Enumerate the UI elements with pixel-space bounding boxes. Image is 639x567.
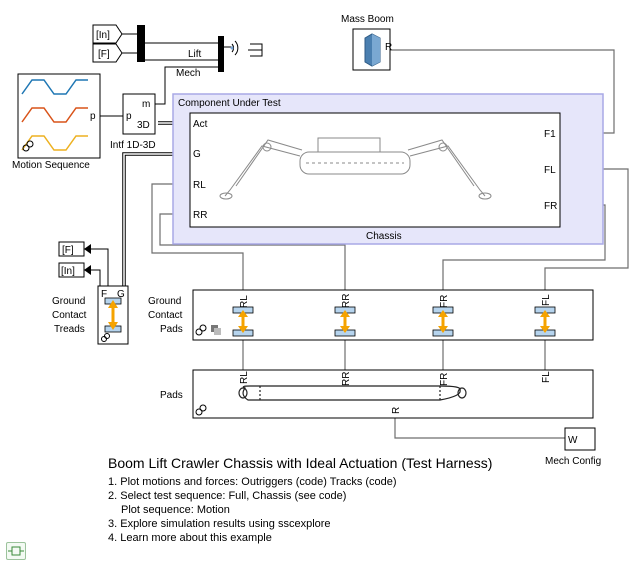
mech-config-label: Mech Config [545,456,601,467]
goto-in-left[interactable]: [In] [58,262,91,278]
pads-outline-icon [238,385,467,401]
svg-text:[F]: [F] [98,49,110,60]
svg-text:RL: RL [239,295,250,308]
svg-text:FR: FR [544,201,557,212]
motion-sequence-label: Motion Sequence [12,160,90,171]
svg-text:m: m [142,99,150,110]
svg-text:G: G [193,149,201,160]
ground-contact-treads-block[interactable]: F G [97,285,129,345]
note-item-plot[interactable]: 1. Plot motions and forces: Outriggers (… [108,476,397,488]
note-item-plot-sequence[interactable]: Plot sequence: Motion [121,504,230,516]
signal-label-lift: Lift [188,49,202,60]
chassis-label: Chassis [366,231,402,242]
mux-block-top[interactable] [137,25,145,62]
mech-config-block[interactable]: W [564,427,596,451]
svg-text:FR: FR [439,373,450,386]
pad-actuator-fl: FL [534,294,556,337]
svg-text:3D: 3D [137,120,150,131]
link-icon [195,404,207,416]
svg-text:R: R [385,42,392,53]
chassis-block[interactable]: Act G RL RR F1 FL FR [189,112,561,228]
svg-text:[In]: [In] [96,30,110,41]
pads-label: Pads [160,390,183,401]
treads-label-line1: Ground [52,296,85,307]
svg-text:p: p [126,111,132,122]
link-icon [22,140,34,152]
svg-text:[F]: [F] [62,245,74,256]
svg-text:RR: RR [341,294,352,308]
wave-yellow [21,135,88,151]
pad-actuator-fr: FR [432,295,454,337]
crawler-chassis-icon [219,137,492,200]
svg-text:FL: FL [541,294,552,306]
svg-text:FL: FL [544,165,556,176]
example-notes: Boom Lift Crawler Chassis with Ideal Act… [108,455,492,545]
link-icon [101,333,110,342]
svg-text:FL: FL [541,371,552,383]
note-item-learn-more[interactable]: 4. Learn more about this example [108,532,272,544]
svg-text:[In]: [In] [61,266,75,277]
intf-1d-3d-block[interactable]: p m 3D [122,93,156,135]
svg-text:R: R [391,407,402,414]
link-icon [195,324,207,336]
svg-text:FR: FR [439,295,450,308]
svg-text:RL: RL [193,180,206,191]
mux-block-right[interactable] [218,36,224,72]
goto-f-top[interactable]: [F] [92,43,123,63]
svg-text:F1: F1 [544,129,556,140]
model-browser-icon[interactable] [6,542,26,560]
svg-text:Act: Act [193,119,208,130]
svg-text:F: F [101,289,107,300]
svg-text:p: p [90,111,96,122]
note-item-select-sequence[interactable]: 2. Select test sequence: Full, Chassis (… [108,490,347,502]
connection-wires [91,33,629,439]
svg-text:W: W [568,435,578,446]
notes-title: Boom Lift Crawler Chassis with Ideal Act… [108,455,493,471]
wave-blue [21,79,88,95]
treads-label-line3: Treads [54,324,85,335]
pads-contact-label-line3: Pads [160,324,183,335]
wave-orange [21,107,88,123]
signal-label-mech: Mech [176,68,200,79]
goto-f-left[interactable]: [F] [58,241,91,257]
svg-text:RR: RR [193,210,207,221]
svg-text:G: G [117,289,125,300]
treads-label-line2: Contact [52,310,87,321]
wireless-icon [230,40,239,56]
note-item-explore[interactable]: 3. Explore simulation results using ssce… [108,518,331,530]
terminator-block[interactable] [250,43,263,57]
ground-contact-pads-block[interactable]: RL RR FR FL [192,289,594,341]
pads-contact-label-line2: Contact [148,310,183,321]
pads-contact-label-line1: Ground [148,296,181,307]
svg-text:Component Under Test: Component Under Test [178,98,281,109]
mass-boom-block[interactable]: R [352,28,392,71]
svg-text:RR: RR [341,372,352,386]
pad-actuator-rl: RL [232,295,254,337]
svg-text:RL: RL [239,371,250,384]
goto-in-top[interactable]: [In] [92,24,123,44]
pad-actuator-rr: RR [334,294,356,337]
motion-sequence-block[interactable]: p [17,73,101,159]
pads-block[interactable]: RL RR FR FL R [192,369,594,419]
mass-boom-label: Mass Boom [341,14,394,25]
intf-label: Intf 1D-3D [110,140,156,151]
